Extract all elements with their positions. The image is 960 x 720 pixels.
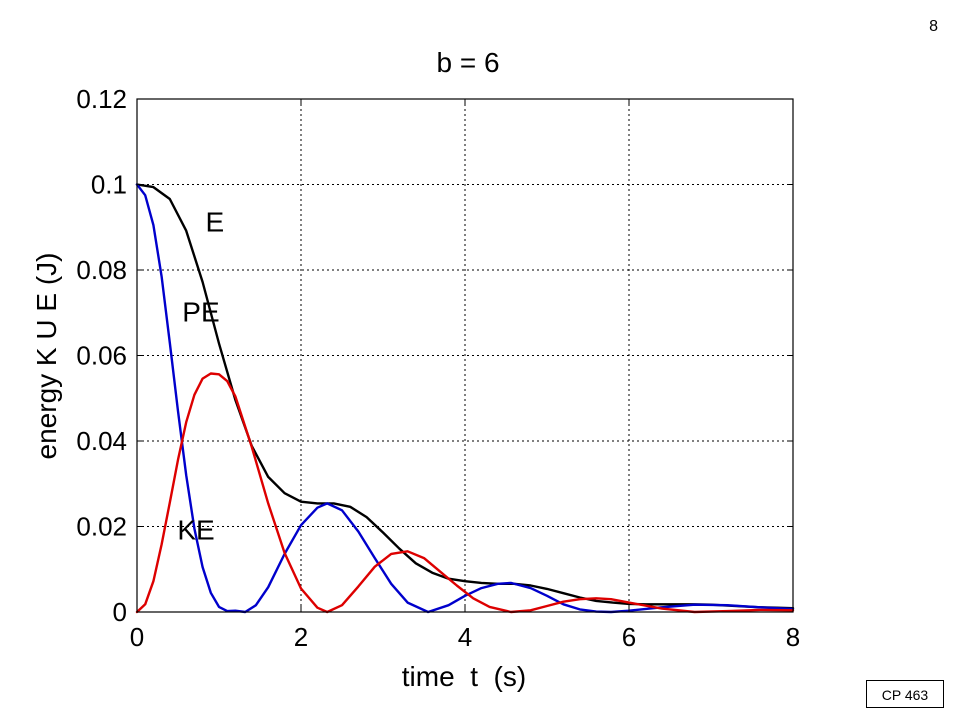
x-tick-label: 2 [294,622,308,652]
x-tick-label: 4 [458,622,472,652]
y-tick-label: 0.04 [76,426,127,456]
y-tick-label: 0.08 [76,255,127,285]
series-annotations: E PE KE [177,207,224,546]
y-tick-label: 0.12 [76,84,127,114]
page-number: 8 [929,18,938,35]
grid-lines [137,99,793,612]
x-tick-label: 8 [786,622,800,652]
cp-badge: CP 463 [866,680,944,708]
annotation-ke: KE [177,514,214,545]
x-axis-ticks: 0 2 4 6 8 [130,99,800,652]
y-tick-label: 0.02 [76,512,127,542]
y-axis-label: energy K U E (J) [31,253,62,460]
y-tick-label: 0.06 [76,341,127,371]
y-tick-label: 0 [113,597,127,627]
y-tick-label: 0.1 [91,170,127,200]
x-axis-label: time t (s) [402,661,526,692]
series-line-ke [135,372,795,614]
chart-title: b = 6 [436,47,499,78]
annotation-pe: PE [182,296,219,327]
series-lines [135,183,795,614]
annotation-e: E [206,207,225,238]
x-tick-label: 0 [130,622,144,652]
y-axis-ticks: 0 0.02 0.04 0.06 0.08 0.1 0.12 [76,84,793,627]
x-tick-label: 6 [622,622,636,652]
